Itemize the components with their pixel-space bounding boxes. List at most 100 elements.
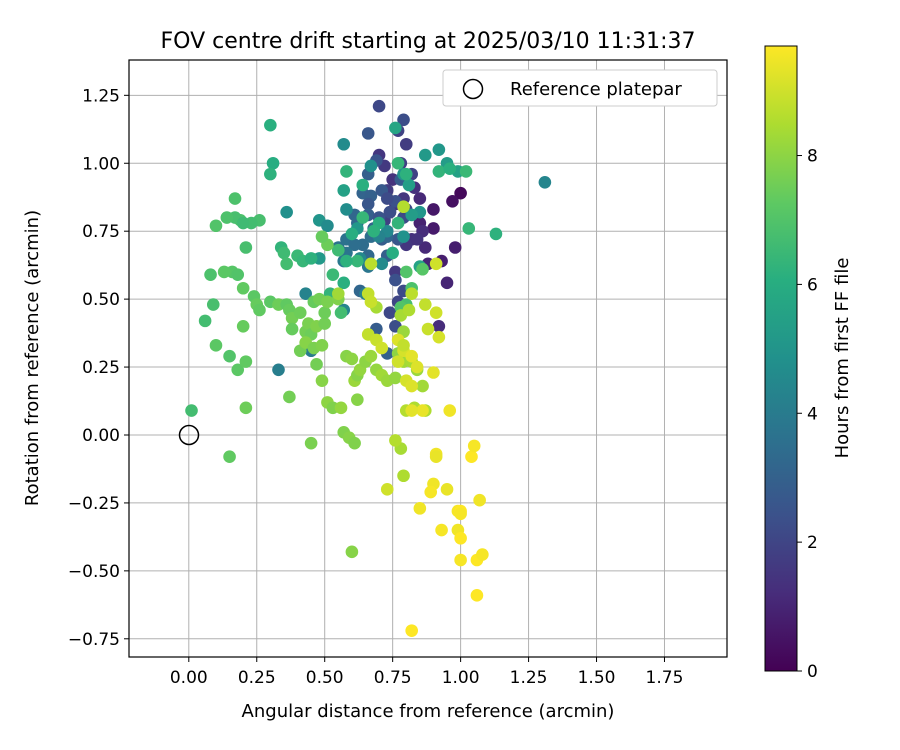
- x-tick-label: 0.50: [306, 668, 344, 688]
- scatter-point: [266, 156, 280, 170]
- scatter-point: [386, 246, 399, 260]
- scatter-point: [489, 227, 503, 241]
- scatter-point: [459, 165, 473, 178]
- scatter-point: [334, 401, 348, 415]
- scatter-point: [239, 355, 253, 368]
- scatter-point: [280, 205, 293, 219]
- scatter-point: [448, 241, 462, 254]
- y-tick-label: 1.00: [82, 154, 120, 174]
- scatter-point: [337, 276, 351, 290]
- y-tick-label: −0.50: [68, 562, 120, 582]
- scatter-point: [236, 319, 250, 333]
- scatter-point: [440, 276, 454, 290]
- scatter-point: [236, 216, 250, 230]
- x-tick-label: 1.50: [578, 668, 616, 688]
- scatter-point: [280, 257, 293, 271]
- scatter-point: [399, 137, 413, 151]
- scatter-point: [361, 127, 375, 140]
- scatter-point: [375, 341, 389, 355]
- scatter-point: [351, 393, 364, 406]
- scatter-point: [310, 358, 323, 371]
- scatter-point: [345, 545, 359, 559]
- scatter-point: [345, 227, 359, 241]
- scatter-point: [418, 148, 432, 162]
- scatter-point: [321, 295, 334, 309]
- scatter-point: [223, 450, 236, 464]
- colorbar-tick-label: 6: [807, 275, 818, 295]
- scatter-point: [435, 523, 448, 537]
- colorbar-label: Hours from first FF file: [832, 258, 853, 459]
- scatter-point: [397, 469, 410, 483]
- scatter-point: [293, 306, 307, 320]
- y-tick-label: 0.50: [82, 290, 120, 310]
- scatter-point: [340, 203, 353, 216]
- scatter-point: [348, 238, 361, 252]
- scatter-point: [315, 339, 329, 352]
- x-tick-label: 1.75: [646, 668, 684, 688]
- x-tick-label: 0.00: [170, 668, 208, 688]
- scatter-point: [421, 322, 435, 336]
- x-tick-label: 0.75: [374, 668, 412, 688]
- scatter-point: [405, 287, 418, 300]
- scatter-point: [364, 257, 378, 271]
- scatter-point: [264, 118, 277, 132]
- scatter-point: [467, 439, 481, 453]
- scatter-point: [217, 265, 231, 279]
- scatter-point: [432, 330, 446, 344]
- scatter-point: [538, 175, 552, 189]
- scatter-point: [397, 200, 410, 214]
- scatter-point: [389, 434, 402, 447]
- scatter-point: [340, 254, 353, 268]
- scatter-point: [239, 401, 253, 415]
- scatter-point: [318, 317, 332, 330]
- scatter-point: [389, 371, 402, 385]
- y-tick-label: 0.75: [82, 222, 120, 242]
- y-tick-label: −0.25: [68, 494, 120, 514]
- scatter-point: [332, 287, 345, 300]
- x-tick-label: 1.00: [442, 668, 480, 688]
- scatter-point: [440, 483, 454, 496]
- scatter-point: [364, 159, 378, 173]
- legend-entry-reference: Reference platepar: [510, 79, 682, 100]
- x-axis-ticks: 0.00 0.25 0.50 0.75 1.00 1.25 1.50 1.75: [170, 657, 684, 688]
- y-tick-label: −0.75: [68, 630, 120, 650]
- colorbar-tick-label: 4: [807, 404, 818, 424]
- scatter-point: [397, 339, 410, 352]
- scatter-point: [416, 379, 429, 393]
- scatter-point: [397, 230, 410, 243]
- scatter-point: [410, 360, 424, 374]
- scatter-point: [209, 219, 223, 233]
- scatter-point: [283, 390, 296, 404]
- scatter-point: [372, 99, 386, 113]
- scatter-point: [413, 192, 427, 205]
- colorbar-tick-label: 0: [807, 662, 818, 682]
- scatter-point: [462, 222, 476, 235]
- scatter-point: [272, 363, 285, 377]
- scatter-point: [223, 349, 236, 363]
- scatter-point: [380, 483, 394, 496]
- scatter-point: [315, 374, 329, 387]
- scatter-point: [380, 192, 394, 205]
- scatter-point: [220, 211, 234, 224]
- scatter-point: [402, 303, 416, 317]
- scatter-point: [418, 241, 432, 254]
- scatter-point: [413, 502, 427, 515]
- scatter-point: [399, 265, 413, 279]
- scatter-point: [356, 211, 370, 224]
- scatter-point: [424, 485, 438, 499]
- scatter-point: [389, 121, 402, 135]
- scatter-point: [326, 268, 340, 281]
- scatter-point: [204, 268, 217, 281]
- legend-marker-icon: [462, 78, 484, 100]
- scatter-point: [399, 167, 413, 181]
- scatter-point: [264, 167, 277, 181]
- scatter-point: [304, 252, 318, 265]
- colorbar-tick-label: 8: [807, 147, 818, 167]
- scatter-point: [206, 298, 220, 311]
- scatter-point: [361, 197, 375, 211]
- scatter-point: [476, 548, 489, 561]
- scatter-point: [375, 257, 389, 271]
- scatter-point: [432, 143, 446, 156]
- scatter-point: [405, 208, 418, 222]
